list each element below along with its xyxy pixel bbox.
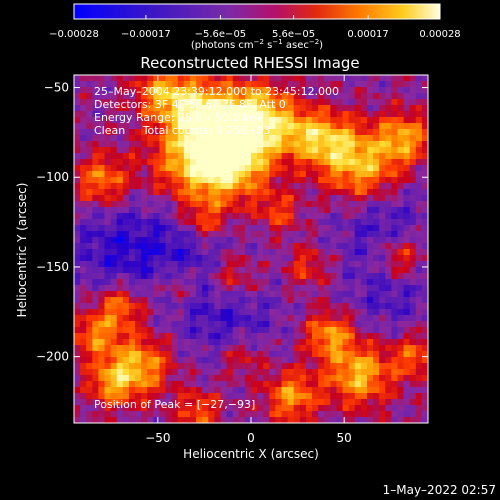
- colorbar-tick-label: 0.00028: [419, 29, 460, 40]
- colorbar-tick-label: 0.00017: [347, 29, 388, 40]
- x-axis-label: Heliocentric X (arcsec): [183, 447, 319, 461]
- colorbar-tick-label: 5.6e−05: [272, 29, 315, 40]
- annotation-time-range: 25–May–2004 23:39:12.000 to 23:45:12.000: [94, 85, 339, 98]
- annotation-detectors: Detectors: 3F 4F 5F 6F 7F 8F, Att 0: [94, 98, 286, 111]
- x-tick-label: −50: [145, 431, 170, 445]
- annotation-method: Clean Total counts: 9.25E+03: [94, 124, 271, 137]
- heatmap-image: [74, 75, 428, 423]
- y-tick-label: −150: [36, 260, 69, 274]
- colorbar-tick-label: −0.00017: [121, 29, 171, 40]
- annotation-peak-position: Position of Peak = [−27,−93]: [94, 398, 255, 411]
- annotation-energy: Energy Range: 25.0 – 50.0 keV: [94, 111, 264, 124]
- colorbar-tick-label: −5.6e−05: [195, 29, 247, 40]
- colorbar-units: (photons cm−2 s−1 asec−2): [191, 38, 323, 51]
- y-tick-label: −50: [44, 81, 69, 95]
- chart-title: Reconstructed RHESSI Image: [140, 54, 359, 72]
- x-tick-label: 50: [337, 431, 352, 445]
- colorbar-ticks: −0.00028 −0.00017 −5.6e−05 5.6e−05 0.00017 0.…: [49, 15, 461, 40]
- y-axis-label: Heliocentric Y (arcsec): [15, 183, 29, 318]
- x-tick-label: 0: [247, 431, 255, 445]
- axis-ticks: −50 0 50 −50 −100 −150 −200: [36, 75, 428, 445]
- y-tick-label: −200: [36, 350, 69, 364]
- y-tick-label: −100: [36, 170, 69, 184]
- colorbar: [73, 3, 441, 20]
- colorbar-tick-label: −0.00028: [49, 29, 99, 40]
- footer-timestamp: 1–May–2022 02:57: [383, 483, 496, 497]
